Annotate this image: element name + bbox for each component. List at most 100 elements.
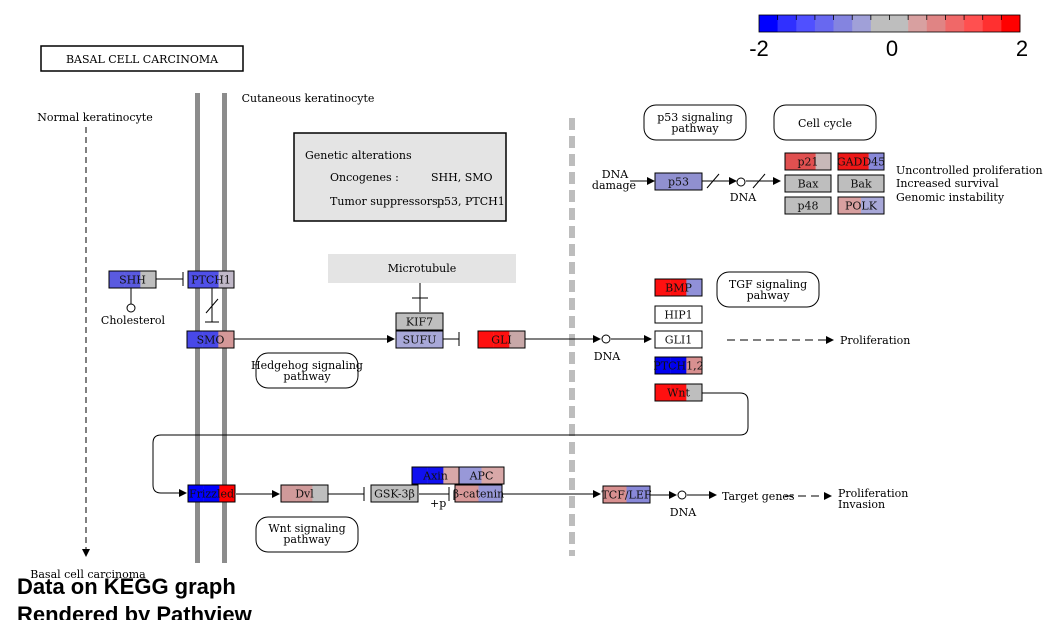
gene-label: POLK: [845, 200, 878, 213]
gene-color-segment: [202, 331, 219, 348]
gene-hip1[interactable]: HIP1: [654, 305, 703, 324]
color-legend: [758, 14, 1021, 33]
gene-dvl[interactable]: Dvl: [280, 484, 329, 503]
gene-label: p53: [668, 176, 689, 189]
gene-border: [654, 305, 703, 324]
gene-bak[interactable]: Bak: [837, 174, 885, 193]
cell-cycle-label: Cell cycle: [798, 117, 852, 130]
tumor-suppressors-value: p53, PTCH1: [437, 195, 505, 208]
gene-color-segment: [296, 485, 313, 502]
wnt-pathway-box[interactable]: [255, 516, 359, 553]
gene-color-segment: [478, 485, 503, 502]
gene-color-segment: [655, 331, 703, 348]
gene-frizzled[interactable]: Frizzled: [187, 484, 236, 503]
microtubule-label: Microtubule: [388, 262, 456, 275]
p53-pathway-box[interactable]: [643, 104, 747, 141]
gene-polk[interactable]: POLK: [837, 196, 885, 215]
gene-label: Dvl: [295, 488, 314, 501]
gene-label: SMO: [197, 334, 225, 347]
gene-color-segment: [670, 279, 687, 296]
watermark-line-1: Data on KEGG graph: [17, 574, 236, 599]
gene-bcatenin[interactable]: β-catenin: [453, 484, 504, 503]
gene-color-segment: [838, 175, 885, 192]
legend-swatch: [908, 15, 928, 32]
gene-ptch1[interactable]: PTCH1: [187, 270, 235, 289]
tgf-pathway-label-2: pahway: [747, 289, 791, 302]
gene-border: [395, 312, 444, 331]
gene-sufu[interactable]: SUFU: [395, 330, 444, 349]
gene-label: PTCH1: [191, 274, 231, 287]
target-genes-label: Target genes: [722, 490, 795, 503]
gene-color-segment: [109, 271, 125, 288]
gene-color-segment: [459, 467, 482, 484]
gene-label: β-catenin: [453, 488, 504, 501]
dna-damage-label-2: damage: [592, 179, 636, 192]
gene-border: [837, 152, 885, 171]
wnt-pathway-label-1: Wnt signaling: [268, 522, 345, 535]
gene-label: Wnt: [667, 387, 690, 400]
gene-color-segment: [455, 485, 479, 502]
gene-axin[interactable]: Axin: [411, 466, 460, 485]
cell-cycle-box[interactable]: [773, 104, 877, 141]
increased-survival-label: Increased survival: [896, 177, 999, 190]
gene-border: [654, 383, 703, 402]
gene-bmp[interactable]: BMP: [654, 278, 703, 297]
gene-smo[interactable]: SMO: [186, 330, 235, 349]
hedgehog-pathway-label-2: pathway: [283, 370, 331, 383]
gene-label: GSK-3β: [374, 488, 415, 501]
gene-color-segment: [853, 153, 869, 170]
gene-label: GLI: [491, 334, 511, 347]
tgf-pathway-box[interactable]: [716, 271, 820, 308]
gene-color-segment: [655, 173, 703, 190]
gene-shh[interactable]: SHH: [108, 270, 157, 289]
gene-gadd45[interactable]: GADD45: [837, 152, 885, 171]
oncogenes-value: SHH, SMO: [431, 171, 493, 184]
gene-color-segment: [800, 153, 816, 170]
gene-gli[interactable]: GLI: [477, 330, 526, 349]
gene-border: [280, 484, 329, 503]
p53-pathway-label-2: pathway: [671, 122, 719, 135]
gene-wnt[interactable]: Wnt: [654, 383, 703, 402]
tumor-suppressors-label: Tumor suppressors :: [330, 195, 445, 208]
gene-label: p21: [797, 156, 818, 169]
gene-p53[interactable]: p53: [654, 172, 703, 191]
dna-tcf-label: DNA: [670, 506, 697, 519]
gene-gli1[interactable]: GLI1: [654, 330, 703, 349]
gene-color-segment: [396, 313, 444, 330]
membrane-bar-left: [195, 93, 200, 563]
legend-swatch: [889, 15, 909, 32]
gene-border: [654, 172, 703, 191]
gene-color-segment: [655, 357, 671, 374]
gene-bax[interactable]: Bax: [784, 174, 832, 193]
gene-color-segment: [868, 153, 885, 170]
gene-border: [477, 330, 526, 349]
legend-border: [758, 14, 1021, 33]
gene-p21[interactable]: p21: [784, 152, 832, 171]
gene-color-segment: [603, 486, 627, 503]
gene-gsk3b[interactable]: GSK-3β: [370, 484, 419, 503]
genetic-alterations-title: Genetic alterations: [305, 149, 412, 162]
gene-p48[interactable]: p48: [784, 196, 832, 215]
gene-border: [784, 174, 832, 193]
gene-color-segment: [371, 485, 419, 502]
gene-ptch12[interactable]: PTCH1,2: [653, 356, 704, 375]
basal-cell-carcinoma-label: Basal cell carcinoma: [30, 568, 146, 581]
hedgehog-pathway-box[interactable]: [255, 352, 359, 389]
watermark-line-2: Rendered by Pathview: [17, 602, 253, 620]
gene-color-segment: [203, 485, 220, 502]
dna-damage-label-1: DNA: [602, 168, 629, 181]
gene-label: APC: [469, 470, 494, 483]
gene-color-segment: [785, 153, 801, 170]
legend-swatch: [814, 15, 834, 32]
gene-color-segment: [670, 357, 687, 374]
gene-tcflef[interactable]: TCF/LEF: [601, 485, 652, 504]
gene-kif7[interactable]: KIF7: [395, 312, 444, 331]
gene-apc[interactable]: APC: [458, 466, 505, 485]
oncogenes-label: Oncogenes :: [330, 171, 399, 184]
gene-color-segment: [785, 175, 832, 192]
gene-border: [784, 196, 832, 215]
gene-color-segment: [312, 485, 329, 502]
gene-color-segment: [478, 331, 494, 348]
gene-border: [186, 330, 235, 349]
